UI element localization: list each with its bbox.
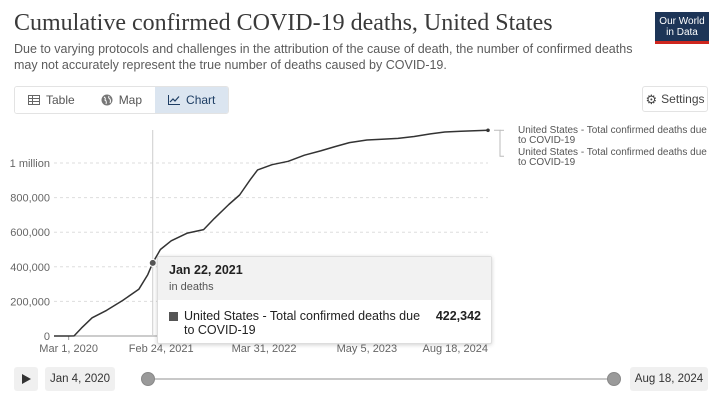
- settings-button[interactable]: ⚙ Settings: [642, 86, 708, 112]
- x-tick-label: Feb 24, 2021: [129, 343, 194, 355]
- tab-table[interactable]: Table: [15, 87, 88, 113]
- line-chart-icon: [168, 95, 181, 105]
- logo-line1: Our World: [659, 16, 705, 27]
- x-tick-label: Aug 18, 2024: [423, 343, 488, 355]
- timeline-start-date[interactable]: Jan 4, 2020: [45, 367, 115, 391]
- y-tick-label: 600,000: [10, 227, 50, 239]
- line-chart: 0 200,000 400,000 600,000 800,000 1 million Ma…: [10, 125, 708, 355]
- tooltip-date: Jan 22, 2021: [169, 263, 243, 277]
- tooltip-series-name: United States - Total confirmed deaths d…: [184, 309, 421, 337]
- hover-point: [148, 258, 157, 267]
- play-icon: [21, 374, 31, 384]
- play-button[interactable]: [14, 367, 38, 391]
- page-title: Cumulative confirmed COVID-19 deaths, Un…: [14, 10, 553, 36]
- x-tick-label: Mar 31, 2022: [232, 343, 297, 355]
- hover-tooltip: Jan 22, 2021 in deaths United States - T…: [157, 256, 492, 344]
- y-tick-label: 0: [44, 331, 50, 343]
- timeline-end-handle[interactable]: [607, 372, 621, 386]
- series-line-us-deaths: [54, 129, 489, 337]
- tooltip-row: United States - Total confirmed deaths d…: [158, 300, 491, 337]
- legend-connector: [494, 129, 504, 157]
- view-tabs: Table Map Chart: [14, 86, 230, 114]
- y-tick-label: 400,000: [10, 262, 50, 274]
- globe-icon: [101, 94, 113, 106]
- timeline: Jan 4, 2020 Aug 18, 2024: [0, 364, 720, 394]
- settings-label: Settings: [661, 92, 705, 106]
- table-icon: [28, 95, 40, 105]
- legend-entry-label: United States - Total confirmed deaths d…: [518, 147, 707, 168]
- timeline-track[interactable]: [148, 378, 614, 380]
- logo-red-bar: [655, 41, 709, 44]
- owid-logo[interactable]: Our World in Data: [655, 12, 709, 44]
- gear-icon: ⚙: [645, 91, 658, 107]
- x-tick-label: Mar 1, 2020: [39, 343, 98, 355]
- tab-map[interactable]: Map: [87, 87, 156, 113]
- y-tick-label: 800,000: [10, 193, 50, 205]
- tab-map-label: Map: [118, 93, 143, 107]
- logo-line2: in Data: [666, 27, 698, 38]
- tooltip-header: Jan 22, 2021 in deaths: [158, 257, 491, 300]
- y-tick-label: 1 million: [10, 158, 50, 170]
- tooltip-swatch: [169, 312, 178, 321]
- legend-entry-label: United States - Total confirmed deaths d…: [518, 125, 707, 146]
- series-end-point: [486, 128, 490, 133]
- y-tick-label: 200,000: [10, 296, 50, 308]
- x-tick-label: May 5, 2023: [337, 343, 398, 355]
- timeline-start-handle[interactable]: [141, 372, 155, 386]
- timeline-end-date[interactable]: Aug 18, 2024: [630, 367, 708, 391]
- tab-chart[interactable]: Chart: [155, 87, 229, 113]
- tooltip-value: 422,342: [435, 309, 481, 323]
- tab-table-label: Table: [46, 93, 75, 107]
- tab-chart-label: Chart: [186, 93, 216, 107]
- tooltip-unit: in deaths: [169, 281, 214, 293]
- page-subtitle: Due to varying protocols and challenges …: [14, 42, 633, 72]
